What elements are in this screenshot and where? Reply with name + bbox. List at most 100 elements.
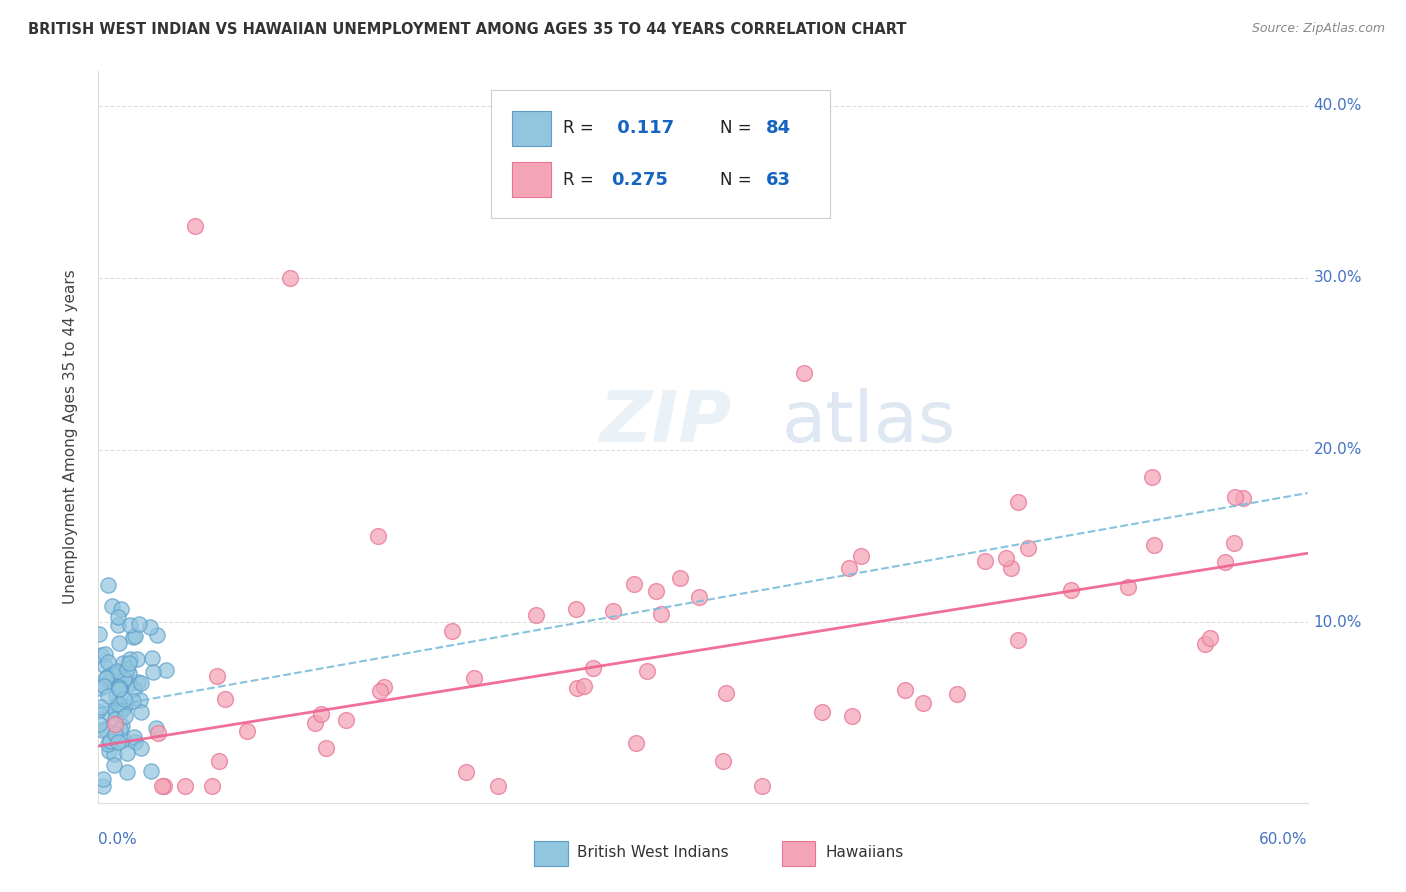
Text: Source: ZipAtlas.com: Source: ZipAtlas.com	[1251, 22, 1385, 36]
Point	[107, 681, 129, 696]
Point	[184, 219, 207, 234]
Point	[626, 736, 648, 750]
Point	[103, 757, 125, 772]
Point	[110, 706, 132, 720]
Point	[1194, 637, 1216, 651]
Text: N =: N =	[720, 170, 756, 188]
Point	[98, 733, 121, 747]
Point	[112, 701, 135, 715]
Text: ZIP: ZIP	[600, 388, 733, 457]
Point	[524, 608, 547, 623]
Point	[90, 723, 112, 738]
Point	[441, 624, 464, 638]
Point	[104, 702, 127, 716]
Text: 40.0%: 40.0%	[1313, 98, 1362, 113]
Point	[454, 764, 477, 779]
Point	[841, 709, 863, 723]
Text: 0.0%: 0.0%	[98, 832, 138, 847]
Point	[124, 681, 146, 696]
Point	[945, 688, 967, 702]
Point	[107, 618, 129, 632]
Text: atlas: atlas	[782, 388, 956, 457]
Point	[463, 672, 485, 686]
Point	[124, 629, 146, 643]
Point	[129, 693, 152, 707]
Point	[146, 726, 169, 740]
Point	[152, 779, 174, 793]
Point	[650, 607, 672, 621]
Point	[108, 681, 131, 696]
Point	[751, 779, 773, 793]
Point	[93, 679, 115, 693]
Point	[214, 692, 236, 706]
Point	[128, 616, 150, 631]
Point	[107, 697, 129, 711]
Point	[367, 529, 389, 543]
Bar	[782, 841, 815, 866]
Point	[101, 667, 124, 681]
Point	[688, 591, 710, 605]
Text: R =: R =	[562, 170, 599, 188]
Point	[115, 765, 138, 780]
Point	[636, 665, 658, 679]
Point	[112, 672, 135, 686]
Text: Hawaiians: Hawaiians	[825, 845, 904, 860]
Point	[112, 672, 135, 686]
Point	[1143, 538, 1166, 552]
Point	[173, 779, 195, 793]
Point	[105, 689, 128, 703]
Text: 30.0%: 30.0%	[1313, 270, 1362, 285]
Point	[118, 656, 141, 670]
Point	[572, 679, 595, 693]
Point	[145, 721, 167, 735]
Point	[669, 571, 692, 585]
Point	[793, 366, 815, 380]
Point	[1060, 582, 1083, 597]
Point	[112, 692, 135, 706]
Point	[311, 707, 333, 722]
Point	[108, 665, 131, 680]
Point	[91, 772, 114, 786]
Point	[90, 648, 112, 662]
Point	[105, 664, 128, 678]
Point	[565, 601, 588, 615]
Point	[368, 684, 391, 698]
Text: 84: 84	[766, 120, 792, 137]
Point	[111, 719, 134, 733]
Point	[1142, 470, 1164, 484]
Point	[1017, 541, 1039, 556]
Point	[373, 680, 395, 694]
Point	[486, 779, 509, 793]
Point	[97, 578, 120, 592]
Point	[716, 686, 738, 700]
Point	[111, 656, 134, 670]
Text: R =: R =	[562, 120, 599, 137]
Point	[146, 628, 169, 642]
Point	[107, 681, 129, 696]
Point	[994, 551, 1017, 566]
Point	[141, 665, 163, 679]
Text: British West Indians: British West Indians	[578, 845, 728, 860]
Point	[94, 658, 117, 673]
Point	[97, 744, 120, 758]
Point	[1213, 555, 1236, 569]
Point	[124, 735, 146, 749]
Point	[108, 723, 131, 737]
Point	[118, 677, 141, 691]
Point	[103, 747, 125, 762]
Point	[207, 668, 229, 682]
Point	[851, 549, 873, 564]
Point	[107, 680, 129, 694]
Point	[110, 679, 132, 693]
Point	[1223, 536, 1246, 550]
Point	[114, 699, 136, 714]
Point	[114, 708, 136, 723]
Text: 20.0%: 20.0%	[1313, 442, 1362, 458]
Point	[93, 648, 115, 662]
Point	[127, 652, 149, 666]
Point	[208, 754, 231, 768]
Point	[127, 675, 149, 690]
Point	[97, 737, 120, 751]
Point	[97, 706, 120, 721]
Text: 0.275: 0.275	[612, 170, 668, 188]
